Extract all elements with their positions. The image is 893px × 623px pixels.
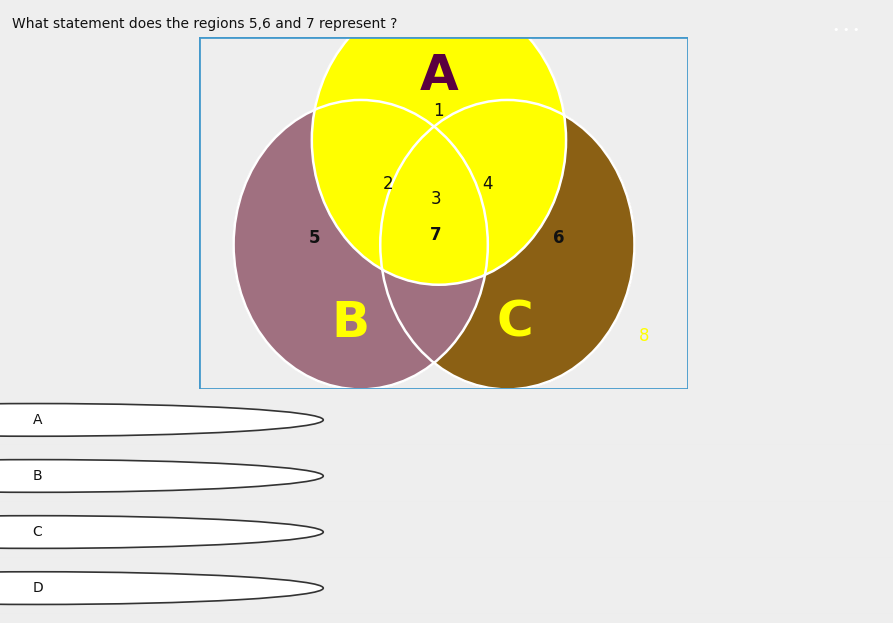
Text: 5: 5: [309, 229, 321, 247]
Text: Not A: Not A: [67, 468, 109, 483]
Text: 4: 4: [482, 175, 493, 193]
Circle shape: [0, 460, 323, 492]
Text: 3: 3: [430, 190, 441, 207]
Text: B and C but not A: B and C but not A: [67, 581, 202, 596]
Circle shape: [0, 404, 323, 436]
Ellipse shape: [234, 100, 488, 389]
Text: C: C: [497, 299, 534, 347]
Circle shape: [0, 516, 323, 548]
Ellipse shape: [380, 100, 635, 389]
Text: B: B: [33, 469, 42, 483]
Text: • • •: • • •: [833, 24, 859, 35]
Text: D: D: [32, 581, 43, 595]
Text: 6: 6: [554, 229, 565, 247]
Text: A: A: [420, 52, 458, 100]
Text: A: A: [33, 413, 42, 427]
Text: B: B: [332, 299, 370, 347]
Text: B or C but not A: B or C but not A: [67, 525, 189, 540]
Circle shape: [0, 572, 323, 604]
Text: 1: 1: [434, 102, 444, 120]
Ellipse shape: [312, 0, 566, 285]
Text: 7: 7: [430, 226, 442, 244]
Text: B or C: B or C: [67, 412, 113, 427]
Text: What statement does the regions 5,6 and 7 represent ?: What statement does the regions 5,6 and …: [12, 17, 397, 31]
Text: C: C: [33, 525, 42, 539]
Text: 2: 2: [383, 175, 394, 193]
Text: 8: 8: [639, 326, 649, 345]
